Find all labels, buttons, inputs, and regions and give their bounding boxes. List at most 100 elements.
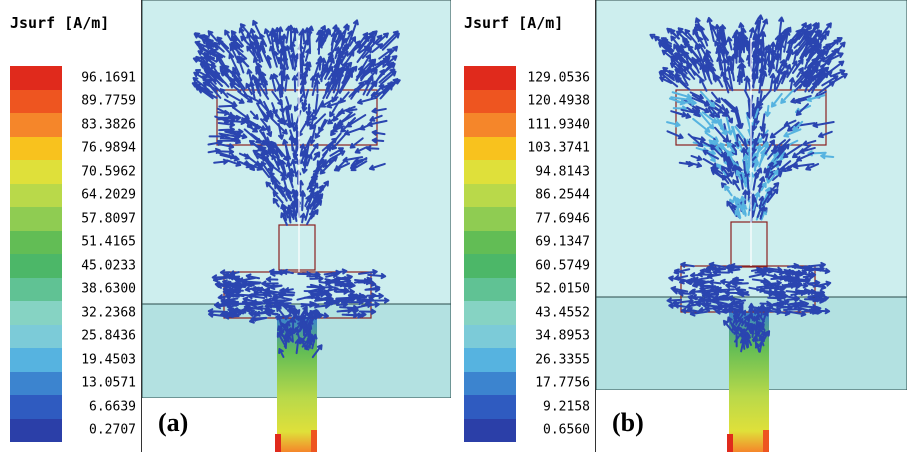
current-arrow xyxy=(753,315,760,326)
current-arrow xyxy=(254,153,268,163)
current-arrow xyxy=(240,35,252,48)
current-vectors xyxy=(191,19,401,359)
current-arrow xyxy=(752,171,759,191)
current-arrow xyxy=(336,70,344,94)
scale-swatch xyxy=(10,160,62,184)
current-arrow xyxy=(232,66,243,82)
current-arrow xyxy=(829,69,846,78)
current-arrow xyxy=(712,167,724,175)
current-arrow xyxy=(297,270,312,278)
current-arrow xyxy=(769,73,776,92)
current-arrow xyxy=(721,104,734,124)
current-arrow xyxy=(777,304,793,311)
current-arrow xyxy=(750,118,758,131)
scale-swatch xyxy=(10,136,62,160)
current-arrow xyxy=(715,119,728,136)
current-arrow xyxy=(346,114,367,128)
current-arrow xyxy=(806,94,826,103)
current-arrow xyxy=(225,128,244,135)
current-arrow xyxy=(786,301,800,308)
tick-label: 77.6946 xyxy=(535,211,590,227)
current-arrow xyxy=(767,60,774,73)
current-arrow xyxy=(760,182,767,192)
current-arrow xyxy=(218,137,241,144)
hot-spot xyxy=(763,430,769,452)
current-arrow xyxy=(755,144,762,158)
current-arrow xyxy=(750,137,757,154)
current-arrow xyxy=(735,107,744,129)
scale-swatch xyxy=(464,418,516,442)
current-arrow xyxy=(689,91,704,100)
current-arrow xyxy=(702,149,720,160)
tick-label: 120.4938 xyxy=(527,93,590,109)
scale-swatch xyxy=(464,136,516,160)
current-arrow xyxy=(674,274,689,281)
current-arrow xyxy=(203,67,225,84)
current-arrow xyxy=(290,202,298,223)
scale-swatch xyxy=(10,183,62,207)
scale-swatch xyxy=(10,348,62,372)
scale-swatch xyxy=(464,113,516,137)
current-arrow xyxy=(246,68,256,94)
current-arrow xyxy=(769,124,788,139)
tick-label: 129.0536 xyxy=(527,70,590,86)
scale-swatch xyxy=(10,66,62,90)
current-arrow xyxy=(806,261,826,269)
scale-swatch xyxy=(464,66,516,90)
current-arrow xyxy=(285,45,294,69)
current-arrow xyxy=(311,72,321,97)
current-arrow xyxy=(788,29,802,44)
current-arrow xyxy=(772,299,785,306)
current-density-plot xyxy=(596,0,907,452)
current-arrow xyxy=(301,154,309,174)
current-arrow xyxy=(309,113,327,130)
current-arrow xyxy=(673,268,691,275)
current-arrow xyxy=(770,92,783,108)
current-arrow xyxy=(348,19,359,44)
current-arrow xyxy=(670,110,688,118)
current-arrow xyxy=(662,66,675,77)
current-arrow xyxy=(783,270,802,278)
current-arrow xyxy=(805,163,820,171)
current-arrow xyxy=(796,282,809,289)
current-arrow xyxy=(670,35,681,49)
current-arrow xyxy=(807,56,826,76)
current-arrow xyxy=(764,139,775,155)
current-arrow xyxy=(192,56,212,66)
current-arrow xyxy=(361,301,380,308)
current-arrow xyxy=(327,112,343,125)
current-arrow xyxy=(201,75,218,94)
current-arrow xyxy=(256,62,263,77)
current-arrow xyxy=(197,87,218,99)
current-arrow xyxy=(766,188,779,203)
current-arrow xyxy=(337,274,352,281)
tick-label: 103.3741 xyxy=(527,140,590,156)
current-arrow xyxy=(676,99,697,106)
current-arrow xyxy=(808,297,825,304)
current-arrow xyxy=(709,286,722,293)
current-arrow xyxy=(732,280,749,287)
current-arrow xyxy=(686,307,700,314)
current-arrow xyxy=(265,55,272,69)
current-arrow xyxy=(245,160,256,171)
current-arrow xyxy=(306,153,313,167)
tick-label: 76.9894 xyxy=(81,140,136,156)
current-arrow xyxy=(734,209,741,220)
current-arrow xyxy=(281,175,289,194)
current-arrow xyxy=(770,275,790,282)
current-arrow xyxy=(241,117,261,130)
current-arrow xyxy=(357,269,378,276)
current-arrow xyxy=(353,157,368,164)
current-arrow xyxy=(687,294,699,301)
current-arrow xyxy=(260,118,271,132)
scale-swatch xyxy=(464,348,516,372)
current-arrow xyxy=(365,68,378,84)
current-arrow xyxy=(250,315,267,322)
current-arrow xyxy=(217,114,238,121)
color-scale xyxy=(464,66,516,442)
hot-spot xyxy=(311,430,317,452)
current-arrow xyxy=(272,197,280,208)
current-arrow xyxy=(317,35,327,51)
current-arrow xyxy=(325,79,337,99)
current-arrow xyxy=(270,176,279,186)
